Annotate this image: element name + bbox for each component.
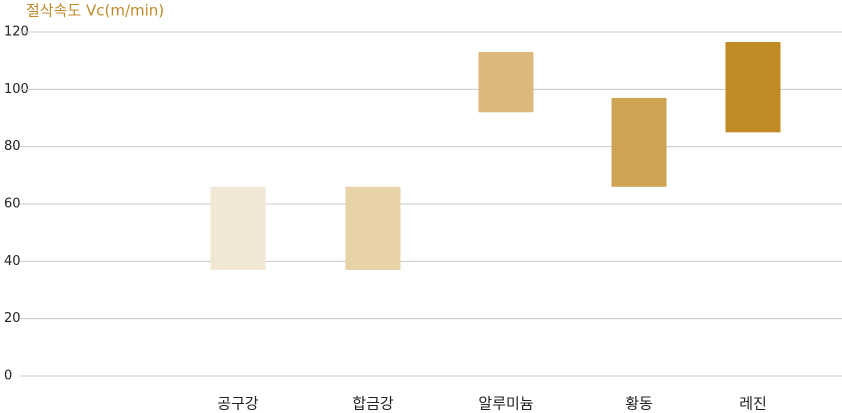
y-tick-label: 120 xyxy=(4,25,29,40)
y-tick-label: 80 xyxy=(4,139,21,154)
x-tick-label: 합금강 xyxy=(352,395,394,413)
y-tick-label: 20 xyxy=(4,311,21,326)
range-bar xyxy=(725,42,781,133)
y-tick-label: 0 xyxy=(4,369,12,384)
x-tick-label: 알루미늄 xyxy=(478,395,533,413)
x-tick-label: 공구강 xyxy=(217,395,259,413)
range-bar xyxy=(478,52,534,113)
y-tick-label: 100 xyxy=(4,82,29,97)
x-tick-label: 레진 xyxy=(739,395,767,413)
y-tick-label: 60 xyxy=(4,197,21,212)
range-bar xyxy=(210,186,266,270)
x-tick-label: 황동 xyxy=(625,395,653,413)
y-tick-label: 40 xyxy=(4,254,21,269)
range-bar xyxy=(345,186,401,270)
y-axis-title: 절삭속도 Vc(m/min) xyxy=(26,2,164,20)
range-bar xyxy=(611,97,667,187)
